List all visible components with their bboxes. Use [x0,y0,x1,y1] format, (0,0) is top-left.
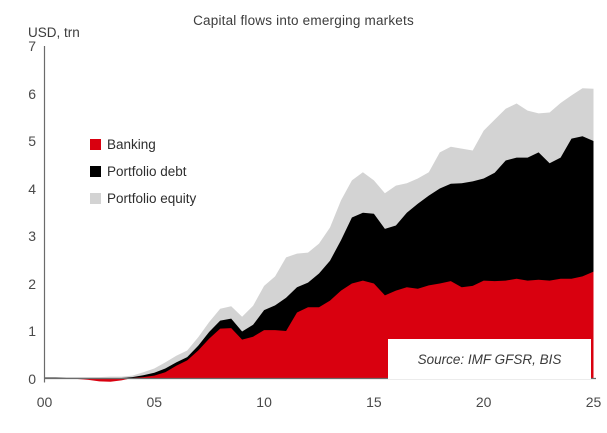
legend-label: Portfolio debt [107,164,187,179]
legend-item-portfolio-equity: Portfolio equity [90,185,196,212]
y-tick-label: 3 [28,228,36,244]
y-tick-label: 1 [28,323,36,339]
y-axis-units-label: USD, trn [28,25,80,40]
banking-swatch-icon [90,139,101,150]
legend-label: Banking [107,137,156,152]
chart-legend: Banking Portfolio debt Portfolio equity [90,131,196,212]
x-tick-label: 10 [256,394,272,410]
x-tick-label: 05 [146,394,163,410]
y-tick-label: 6 [28,85,36,102]
source-attribution-box: Source: IMF GFSR, BIS [388,339,591,379]
portfolio-debt-swatch-icon [90,166,101,177]
y-tick-label: 7 [28,38,36,54]
x-tick-label: 25 [585,394,602,410]
chart-title: Capital flows into emerging markets [193,13,414,28]
y-tick-label: 5 [28,133,36,149]
y-tick-label: 4 [28,180,36,197]
legend-item-banking: Banking [90,131,196,158]
x-tick-label: 00 [36,394,53,410]
legend-item-portfolio-debt: Portfolio debt [90,158,196,185]
legend-label: Portfolio equity [107,191,197,206]
x-tick-label: 15 [366,394,382,410]
portfolio-equity-swatch-icon [90,193,101,204]
y-tick-label: 2 [28,275,36,292]
y-tick-label: 0 [28,370,36,387]
source-text: Source: IMF GFSR, BIS [417,351,562,367]
x-tick-label: 20 [475,394,492,410]
